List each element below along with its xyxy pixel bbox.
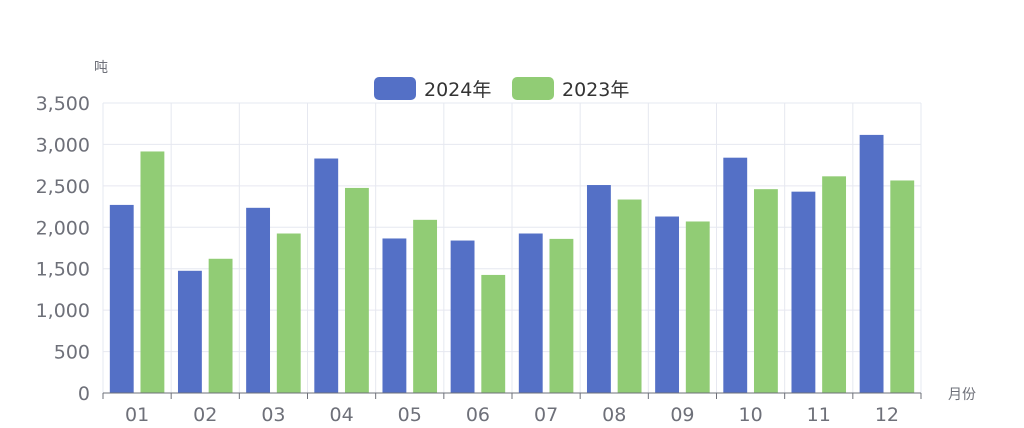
y-tick-label: 3,000 [36, 134, 90, 156]
legend[interactable]: 2024年 2023年 [374, 77, 629, 101]
bar-2024年-05[interactable] [382, 238, 407, 393]
axes: 0 500 1,000 1,500 2,000 2,500 3,000 3,500 01 02 03… [36, 93, 922, 426]
bar-2024年-06[interactable] [450, 240, 475, 393]
bar-2023年-08[interactable] [617, 199, 642, 393]
y-tick-label: 0 [78, 383, 90, 405]
grid [102, 102, 922, 393]
bar-2024年-04[interactable] [314, 158, 339, 393]
bar-2023年-02[interactable] [208, 258, 233, 393]
y-tick-label: 1,500 [36, 259, 90, 281]
x-tick-label: 05 [398, 404, 422, 426]
y-axis-unit: 吨 [94, 60, 108, 76]
legend-swatch [374, 77, 416, 100]
bars [109, 134, 915, 394]
bar-2024年-02[interactable] [177, 270, 202, 393]
bar-2023年-07[interactable] [549, 238, 574, 393]
bar-2024年-08[interactable] [586, 185, 611, 393]
bar-2023年-03[interactable] [276, 233, 301, 394]
bar-2023年-04[interactable] [344, 187, 369, 393]
bar-2024年-12[interactable] [859, 134, 884, 393]
legend-item-2024年[interactable]: 2024年 [374, 77, 491, 101]
x-tick-label: 10 [738, 404, 762, 426]
bar-2023年-01[interactable] [140, 151, 165, 393]
bar-2024年-03[interactable] [246, 207, 271, 393]
x-tick-label: 12 [875, 404, 899, 426]
bar-2023年-12[interactable] [890, 180, 915, 393]
bar-2024年-11[interactable] [791, 191, 816, 393]
x-tick-label: 02 [193, 404, 217, 426]
y-tick-label: 3,500 [36, 93, 90, 115]
x-axis-unit: 月份 [948, 387, 976, 403]
y-tick-label: 2,500 [36, 176, 90, 198]
x-tick-label: 09 [670, 404, 694, 426]
bar-2024年-09[interactable] [655, 216, 680, 393]
legend-item-2023年[interactable]: 2023年 [512, 77, 629, 101]
y-tick-label: 500 [54, 342, 90, 364]
x-tick-label: 06 [466, 404, 490, 426]
bar-2023年-06[interactable] [481, 274, 506, 393]
bar-2024年-01[interactable] [109, 204, 134, 393]
x-tick-label: 03 [261, 404, 285, 426]
x-tick-label: 04 [329, 404, 353, 426]
legend-label: 2024年 [424, 79, 491, 101]
x-tick-label: 11 [807, 404, 831, 426]
bar-2023年-09[interactable] [685, 221, 710, 393]
bar-2023年-11[interactable] [822, 176, 847, 393]
y-tick-label: 2,000 [36, 217, 90, 239]
x-tick-label: 07 [534, 404, 558, 426]
x-tick-label: 01 [125, 404, 149, 426]
y-tick-label: 1,000 [36, 300, 90, 322]
bar-2024年-07[interactable] [518, 233, 543, 394]
legend-label: 2023年 [562, 79, 629, 101]
bar-2023年-10[interactable] [753, 189, 778, 393]
legend-swatch [512, 77, 554, 100]
x-tick-label: 08 [602, 404, 626, 426]
bar-2024年-10[interactable] [723, 157, 748, 393]
bar-2023年-05[interactable] [413, 219, 438, 393]
